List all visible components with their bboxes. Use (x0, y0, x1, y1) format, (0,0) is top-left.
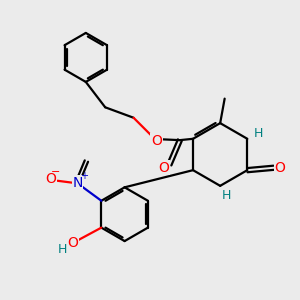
Text: O: O (45, 172, 56, 186)
Text: H: H (254, 127, 263, 140)
Text: O: O (151, 134, 162, 148)
Text: H: H (222, 189, 231, 202)
Text: O: O (159, 160, 170, 175)
Text: O: O (275, 161, 286, 175)
Text: N: N (72, 176, 82, 190)
Text: −: − (51, 167, 61, 177)
Text: H: H (58, 243, 67, 256)
Text: O: O (67, 236, 78, 250)
Text: +: + (80, 171, 88, 181)
